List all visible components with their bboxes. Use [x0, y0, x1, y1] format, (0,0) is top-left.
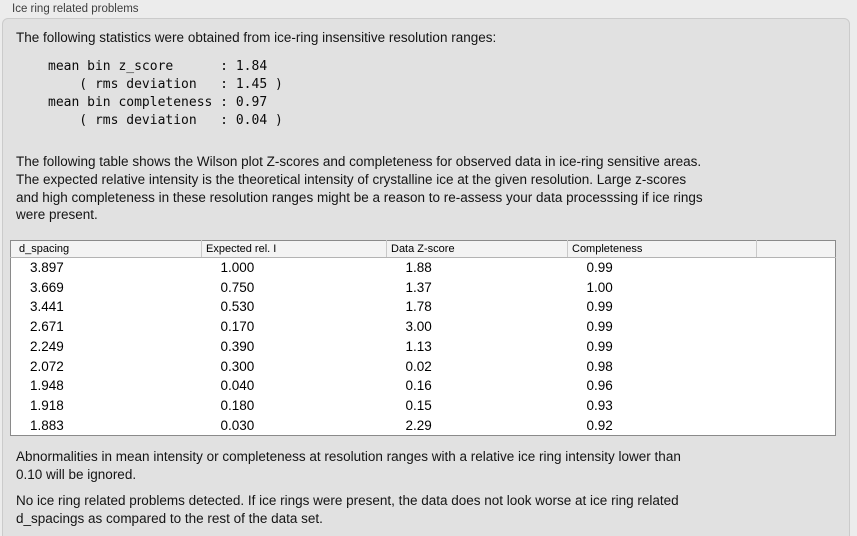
table-cell: 0.93 [586, 397, 613, 413]
table-cell: 2.671 [30, 319, 64, 335]
table-cell: 1.918 [30, 397, 64, 413]
table-cell: 0.96 [586, 378, 613, 394]
table-cell: 3.00 [405, 319, 432, 335]
table-header-row: d_spacing Expected rel. I Data Z-score C… [10, 240, 836, 258]
table-cell: 0.16 [405, 378, 432, 394]
table-cell: 0.030 [220, 417, 255, 433]
table-cell: 0.99 [586, 338, 613, 354]
table-cell: 0.530 [220, 299, 255, 315]
table-cell: 0.170 [220, 319, 255, 335]
table-row[interactable]: 2.671 0.170 3.00 0.99 [11, 317, 836, 337]
table-row[interactable]: 1.918 0.180 0.15 0.93 [11, 396, 836, 416]
table-cell: 0.040 [220, 378, 255, 394]
table-row[interactable]: 2.249 0.390 1.13 0.99 [11, 337, 836, 357]
column-header-empty [756, 240, 836, 258]
table-cell: 0.300 [220, 358, 255, 374]
table-cell: 0.98 [586, 358, 613, 374]
table-cell: 1.13 [405, 338, 432, 354]
table-cell: 2.29 [405, 417, 432, 433]
table-row[interactable]: 3.669 0.750 1.37 1.00 [11, 278, 836, 298]
column-header-d-spacing[interactable]: d_spacing [10, 240, 202, 258]
table-description: The following table shows the Wilson plo… [16, 154, 703, 223]
table-cell: 1.88 [405, 260, 432, 275]
table-cell: 0.99 [586, 260, 613, 275]
table-cell [757, 317, 836, 337]
table-cell: 1.78 [405, 299, 432, 315]
table-cell: 0.390 [220, 338, 255, 354]
intro-text: The following statistics were obtained f… [16, 30, 497, 45]
column-header-data-z-score[interactable]: Data Z-score [386, 240, 568, 258]
table-cell: 0.99 [586, 299, 613, 315]
table-cell: 1.883 [30, 417, 64, 433]
column-header-expected-rel-i[interactable]: Expected rel. I [201, 240, 387, 258]
table-row[interactable]: 3.897 1.000 1.88 0.99 [11, 258, 836, 278]
table-cell: 0.15 [405, 397, 432, 413]
table-cell: 0.750 [220, 279, 255, 295]
table-cell: 0.92 [586, 417, 613, 433]
table-cell: 0.180 [220, 397, 255, 413]
table-cell: 3.441 [30, 299, 64, 315]
table-cell [757, 258, 836, 278]
table-cell: 2.249 [30, 338, 64, 354]
table-row[interactable]: 1.883 0.030 2.29 0.92 [11, 416, 836, 436]
table-cell: 0.02 [405, 358, 432, 374]
table-cell [757, 376, 836, 396]
table-row[interactable]: 3.441 0.530 1.78 0.99 [11, 297, 836, 317]
ice-ring-table[interactable]: d_spacing Expected rel. I Data Z-score C… [10, 240, 836, 437]
table-cell: 2.072 [30, 358, 64, 374]
table-cell [757, 357, 836, 377]
table-cell [757, 396, 836, 416]
table-cell [757, 416, 836, 436]
conclusion-text: No ice ring related problems detected. I… [16, 493, 679, 526]
table-row[interactable]: 1.948 0.040 0.16 0.96 [11, 376, 836, 396]
table-header: d_spacing Expected rel. I Data Z-score C… [10, 240, 836, 258]
table-cell: 1.00 [586, 279, 613, 295]
table-row[interactable]: 2.072 0.300 0.02 0.98 [11, 357, 836, 377]
table-cell: 3.669 [30, 279, 64, 295]
column-header-completeness[interactable]: Completeness [567, 240, 757, 258]
table-cell [757, 278, 836, 298]
panel-title: Ice ring related problems [12, 3, 139, 15]
table-body: 3.897 1.000 1.88 0.99 3.669 0.750 1.37 1.00 3.44… [11, 258, 836, 436]
stats-block: mean bin z_score : 1.84 ( rms deviation … [48, 59, 283, 128]
table-cell: 0.99 [586, 319, 613, 335]
ignore-note: Abnormalities in mean intensity or compl… [16, 449, 681, 482]
table-cell: 1.37 [405, 279, 432, 295]
table-cell [757, 297, 836, 317]
table-cell: 1.948 [30, 378, 64, 394]
table-cell: 1.000 [220, 260, 255, 275]
table-cell: 3.897 [30, 260, 64, 275]
table-cell [757, 337, 836, 357]
